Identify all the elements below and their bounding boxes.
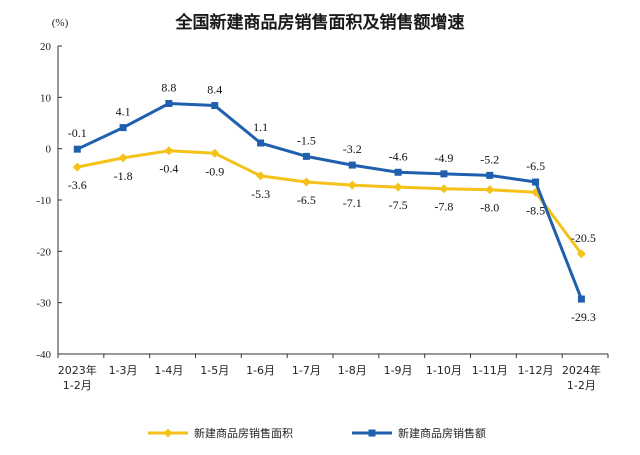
data-point (577, 295, 585, 303)
data-label: -29.3 (571, 310, 596, 324)
series-line-1 (76, 149, 583, 255)
y-tick-label: -40 (36, 349, 51, 361)
data-label: -20.5 (571, 231, 596, 245)
data-point (118, 153, 128, 163)
data-label: -8.0 (480, 201, 499, 215)
y-axis-unit: (%) (52, 17, 69, 29)
data-label: -6.5 (526, 159, 545, 173)
data-point (576, 249, 586, 259)
x-tick-label: 1-6月 (246, 364, 275, 377)
data-point (119, 124, 127, 132)
data-point (347, 180, 357, 190)
x-tick-label: 1-3月 (109, 364, 138, 377)
data-point (393, 182, 403, 192)
legend-label: 新建商品房销售额 (398, 426, 486, 440)
x-tick-label: 1-2月 (567, 379, 596, 392)
data-label: -0.4 (159, 162, 178, 176)
data-label: 8.4 (207, 83, 222, 97)
legend-swatch-marker (163, 428, 173, 438)
y-tick-label: -30 (36, 298, 51, 310)
data-labels: -3.6 -1.8 -0.4 -0.9 -5.3 -6.5 -7.1 -7.5 -7.8 -8.0… (68, 80, 596, 324)
y-tick-label: 10 (40, 92, 52, 104)
data-point (439, 184, 449, 194)
x-tick-label: 1-10月 (426, 364, 462, 377)
data-label: -0.1 (68, 126, 87, 140)
x-tick-label: 1-2月 (63, 379, 92, 392)
series-layer (72, 99, 586, 303)
y-tick-label: -20 (36, 246, 51, 258)
data-point (165, 99, 173, 107)
x-tick-label: 1-8月 (338, 364, 367, 377)
data-label: 1.1 (253, 120, 268, 134)
data-point (440, 170, 448, 178)
x-tick-label: 1-11月 (472, 364, 508, 377)
data-label: -3.2 (343, 142, 362, 156)
x-tick-label: 1-12月 (518, 364, 554, 377)
data-label: 8.8 (161, 80, 176, 94)
data-label: -5.2 (480, 152, 499, 166)
data-label: -1.5 (297, 133, 316, 147)
x-tick-label: 1-9月 (384, 364, 413, 377)
data-label: 4.1 (116, 105, 131, 119)
x-tick-label: 1-7月 (292, 364, 321, 377)
data-point (486, 171, 494, 179)
x-tick-label: 1-5月 (200, 364, 229, 377)
data-point (210, 148, 220, 158)
axes: 20 10 0 -10 -20 -30 -40 2023年 1-2月 1-3月 1-4月 1-5月 1-… (36, 41, 609, 392)
data-point (211, 102, 219, 110)
data-point (532, 178, 540, 186)
data-label: -7.5 (389, 198, 408, 212)
data-label: -4.9 (434, 151, 453, 165)
legend-swatch-marker (368, 429, 376, 437)
data-label: -7.8 (434, 200, 453, 214)
data-label: -4.6 (389, 149, 408, 163)
data-label: -8.5 (526, 203, 545, 217)
data-label: -0.9 (205, 164, 224, 178)
data-point (257, 139, 265, 147)
y-tick-label: 0 (46, 144, 52, 156)
data-label: -7.1 (343, 196, 362, 210)
data-label: -6.5 (297, 193, 316, 207)
data-point (302, 152, 310, 160)
data-point (164, 146, 174, 156)
x-tick-label: 1-4月 (154, 364, 183, 377)
legend-label: 新建商品房销售面积 (194, 426, 293, 440)
data-point (301, 177, 311, 187)
data-point (394, 168, 402, 176)
data-label: -1.8 (114, 169, 133, 183)
x-tick-label: 2023年 (58, 363, 97, 377)
data-label: -3.6 (68, 178, 87, 192)
y-tick-label: -10 (36, 195, 51, 207)
data-point (73, 145, 81, 153)
series-line-2 (76, 101, 583, 300)
x-tick-label: 2024年 (562, 363, 601, 377)
data-point (72, 162, 82, 172)
data-point (348, 161, 356, 169)
legend: 新建商品房销售面积 新建商品房销售额 (148, 426, 486, 440)
data-point (256, 171, 266, 181)
y-tick-label: 20 (40, 41, 52, 53)
chart-title: 全国新建商品房销售面积及销售额增速 (175, 12, 465, 33)
data-point (485, 185, 495, 195)
data-label: -5.3 (251, 187, 270, 201)
